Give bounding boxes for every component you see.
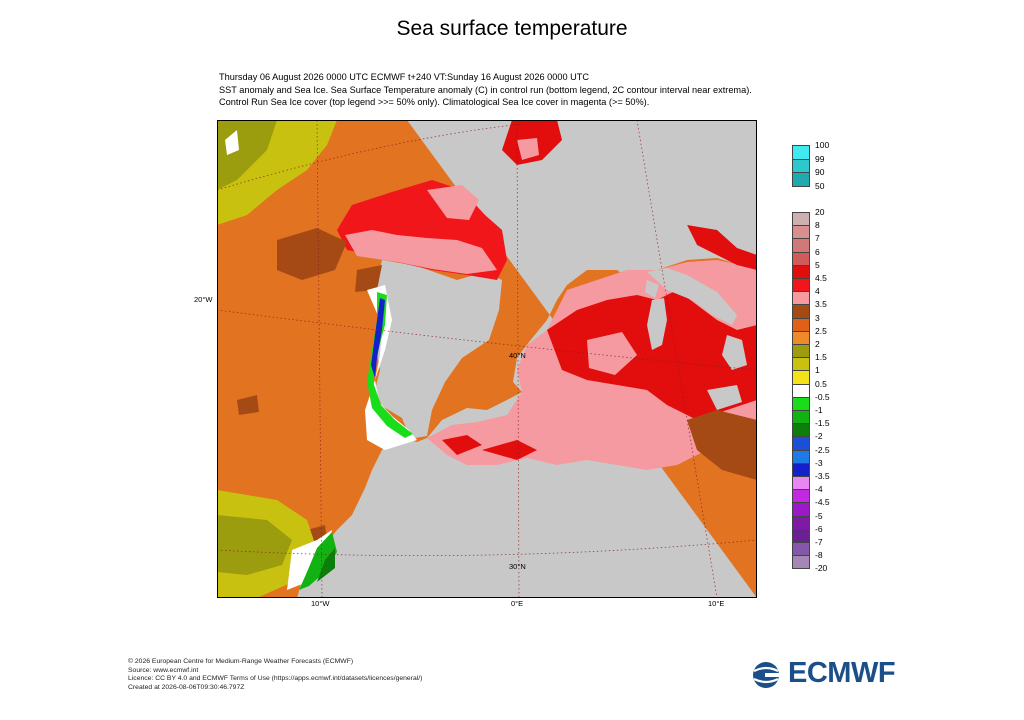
anomaly-legend-label: 2.5	[815, 325, 827, 336]
anomaly-legend-label: -2.5	[815, 444, 830, 455]
anomaly-legend-swatch	[792, 396, 810, 411]
anomaly-legend-swatch	[792, 225, 810, 240]
chart-title: Sea surface temperature	[396, 17, 628, 40]
anomaly-legend-label: -3.5	[815, 471, 830, 481]
subtitle-line-2: SST anomaly and Sea Ice. Sea Surface Tem…	[219, 84, 752, 95]
anomaly-legend-label: 0.5	[815, 378, 827, 389]
anomaly-legend-label: -8	[815, 550, 823, 561]
anomaly-legend-swatch	[792, 264, 810, 279]
ice-legend-label: 100	[815, 140, 830, 150]
anomaly-legend-swatch	[792, 555, 810, 570]
anomaly-legend-swatch	[792, 410, 810, 425]
anomaly-legend-swatch	[792, 462, 810, 477]
anomaly-legend-label: -2	[815, 431, 823, 442]
ice-legend-swatch	[792, 172, 810, 187]
label-0e: 0°E	[511, 599, 524, 608]
anomaly-legend-swatch	[792, 278, 810, 293]
anomaly-legend-label: -4	[815, 484, 823, 495]
land-iberia	[375, 260, 502, 438]
anomaly-legend-label: 5	[815, 259, 820, 270]
ice-legend-label: 99	[815, 153, 825, 164]
ice-legend-label: 50	[815, 180, 825, 191]
anomaly-legend-swatch	[792, 291, 810, 306]
anomaly-legend-swatch	[792, 436, 810, 451]
anomaly-legend-swatch	[792, 370, 810, 385]
land-sardinia	[647, 298, 667, 350]
label-10e: 10°E	[708, 599, 725, 608]
anomaly-legend-label: -1.5	[815, 418, 830, 429]
anomaly-legend-label: 3.5	[815, 299, 827, 310]
sst-anomaly-map	[217, 120, 757, 598]
footer-credits: © 2026 European Centre for Medium-Range …	[128, 658, 422, 692]
anomaly-legend-label: -20	[815, 563, 828, 574]
anomaly-legend-label: 1.5	[815, 352, 827, 363]
label-40n: 40°N	[509, 351, 526, 360]
anomaly-legend-swatch	[792, 357, 810, 372]
anomaly-legend-swatch	[792, 542, 810, 557]
footer-licence: Licence: CC BY 4.0 and ECMWF Terms of Us…	[128, 675, 423, 683]
label-30n: 30°N	[509, 562, 526, 571]
anomaly-legend-swatch	[792, 449, 810, 464]
anomaly-legend-label: -0.5	[815, 391, 830, 402]
anomaly-legend-swatch	[792, 515, 810, 530]
anomaly-legend-label: 2	[815, 339, 820, 349]
anomaly-legend-swatch	[792, 304, 810, 319]
anomaly-legend-swatch	[792, 317, 810, 332]
anomaly-legend-label: 7	[815, 233, 820, 244]
subtitle-line-3: Control Run Sea Ice cover (top legend >>…	[219, 97, 650, 107]
anomaly-legend-swatch	[792, 423, 810, 438]
anomaly-legend-swatch	[792, 251, 810, 266]
anomaly-legend-label: 4.5	[815, 273, 827, 283]
chart-subtitle: Thursday 06 August 2026 0000 UTC ECMWF t…	[219, 71, 752, 109]
anomaly-legend-swatch	[792, 344, 810, 359]
anomaly-legend-label: -6	[815, 523, 823, 534]
ice-legend-label: 90	[815, 167, 825, 177]
anomaly-legend-label: 6	[815, 246, 820, 257]
anomaly-legend-swatch	[792, 502, 810, 517]
anomaly-legend-swatch	[792, 528, 810, 543]
anomaly-legend-label: 8	[815, 220, 820, 231]
label-20w-lat: 20°W	[194, 295, 213, 304]
anomaly-legend-label: 4	[815, 286, 820, 297]
anomaly-legend-label: -1	[815, 405, 823, 415]
ice-legend-swatch	[792, 158, 810, 173]
anomaly-legend-label: -7	[815, 537, 823, 547]
footer-copyright: © 2026 European Centre for Medium-Range …	[128, 658, 354, 665]
anomaly-legend-label: 20	[815, 207, 825, 217]
ecmwf-logo-icon	[753, 662, 787, 688]
anomaly-legend-swatch	[792, 383, 810, 398]
anomaly-legend-label: 1	[815, 365, 820, 376]
ecmwf-logo-text: ECMWF	[788, 657, 896, 689]
ice-legend-swatch	[792, 145, 810, 160]
subtitle-line-1: Thursday 06 August 2026 0000 UTC ECMWF t…	[219, 72, 590, 82]
anomaly-legend-swatch	[792, 238, 810, 253]
anomaly-legend-label: 3	[815, 312, 820, 323]
anomaly-legend-swatch	[792, 212, 810, 227]
anomaly-legend-swatch	[792, 476, 810, 491]
anomaly-legend-label: -5	[815, 510, 823, 521]
footer-source: Source: www.ecmwf.int	[128, 666, 199, 674]
anomaly-legend-swatch	[792, 330, 810, 345]
footer-created: Created at 2026-08-06T09:30:46.797Z	[128, 683, 245, 691]
anomaly-legend-label: -3	[815, 457, 823, 468]
anomaly-legend-swatch	[792, 489, 810, 504]
label-10w: 10°W	[311, 599, 330, 608]
anomaly-legend-label: -4.5	[815, 497, 830, 508]
